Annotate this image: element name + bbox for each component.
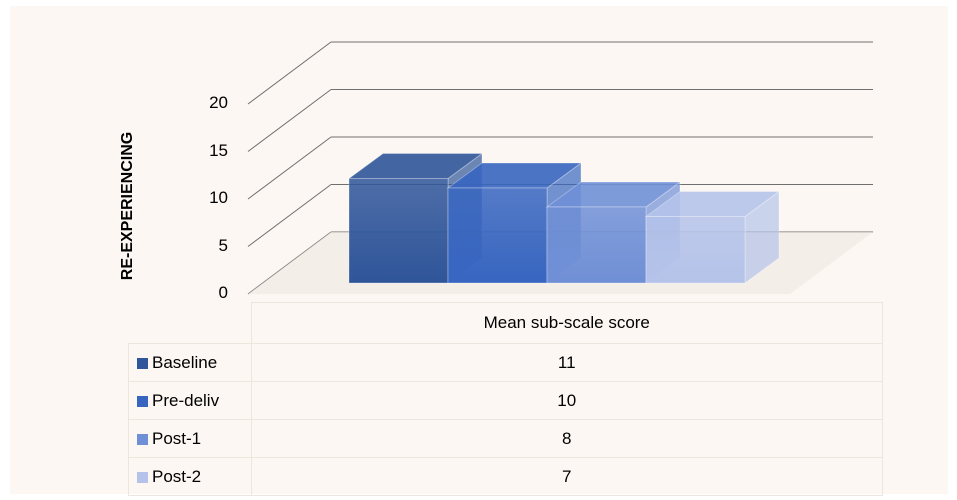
bar-post-1 — [546, 206, 647, 284]
legend-swatch — [137, 357, 148, 369]
series-name: Post-1 — [152, 428, 202, 448]
series-name: Pre-deliv — [152, 390, 220, 410]
table-column-header: Mean sub-scale score — [250, 302, 883, 344]
series-name: Baseline — [152, 352, 218, 372]
y-axis-label: RE-EXPERIENCING — [119, 131, 136, 281]
chart-plot — [247, 41, 873, 295]
y-tick-label: 5 — [218, 235, 228, 255]
table-row: Pre-deliv 10 — [128, 381, 883, 420]
gridline-diagonal — [247, 41, 332, 105]
table-row: Post-2 7 — [128, 457, 883, 496]
series-value: 10 — [250, 381, 883, 420]
data-table: Mean sub-scale score Baseline 11 Pre-del… — [128, 302, 883, 496]
series-value: 8 — [250, 419, 883, 458]
legend-swatch — [137, 471, 148, 483]
y-tick-label: 20 — [209, 93, 228, 112]
bar-baseline — [348, 178, 449, 284]
legend-swatch — [137, 433, 148, 445]
table-row: Post-1 8 — [128, 419, 883, 458]
chart-area: RE-EXPERIENCING 0 5 10 15 20 Mean sub-scale … — [10, 6, 948, 496]
gridline-diagonal — [247, 89, 332, 152]
y-tick-label: 15 — [209, 140, 228, 160]
gridline-diagonal — [247, 184, 332, 247]
gridline-diagonal — [247, 136, 332, 200]
table-row: Baseline 11 — [128, 343, 883, 382]
y-tick-label: 0 — [218, 283, 228, 302]
y-tick-label: 10 — [209, 188, 228, 207]
series-value: 11 — [250, 343, 883, 382]
legend-swatch — [137, 395, 148, 407]
bar-post-2 — [645, 216, 746, 284]
series-value: 7 — [250, 457, 883, 496]
series-name: Post-2 — [152, 466, 202, 486]
bar-pre-deliv — [447, 187, 548, 284]
